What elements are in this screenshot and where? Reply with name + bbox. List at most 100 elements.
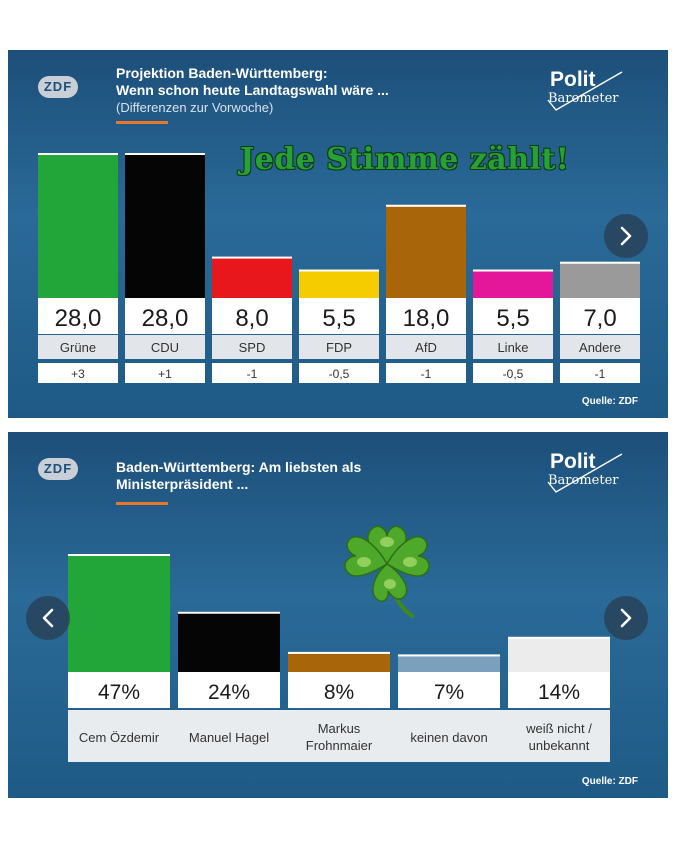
bar-4: [386, 204, 466, 298]
bar-0: [68, 554, 170, 672]
brand-polit: Polit: [550, 68, 596, 91]
minister-president-chart: 47% 24% 8% 7% 14% Cem Özdemir Manuel Hagel Mark…: [68, 554, 610, 762]
value-box-3: [299, 298, 379, 334]
value-box-4: [386, 298, 466, 334]
category-label-1-0: Manuel Hagel: [189, 730, 269, 745]
bar-top-edge-6: [560, 261, 640, 264]
chart-title-line1: Baden-Württemberg: Am liebsten als: [116, 459, 362, 475]
chevron-right-icon: [620, 608, 632, 628]
change-label-0: +3: [71, 367, 85, 381]
category-box-2: [212, 335, 292, 359]
bar-5: [473, 269, 553, 298]
category-box-5: [473, 335, 553, 359]
bar-4: [508, 636, 610, 672]
checkmark-icon: [547, 71, 623, 111]
change-box-2: [212, 363, 292, 383]
category-label-0: Grüne: [60, 340, 96, 355]
value-box-0: [68, 672, 170, 708]
projection-panel: ZDF Projektion Baden-Württemberg: Wenn s…: [8, 50, 668, 418]
bar-top-edge-3: [398, 654, 500, 657]
value-box-4: [508, 672, 610, 708]
next-slide-button[interactable]: [604, 214, 648, 258]
accent-line: [116, 121, 168, 124]
checkmark-icon: [547, 453, 623, 493]
change-label-4: -1: [421, 367, 432, 381]
slogan-overlay: Jede Stimme zählt!: [240, 142, 570, 177]
change-box-3: [299, 363, 379, 383]
bar-top-edge-1: [178, 611, 280, 614]
value-label-3: 7%: [434, 681, 464, 704]
bar-top-edge-4: [386, 204, 466, 207]
bar-1: [178, 611, 280, 672]
category-box-0: [38, 335, 118, 359]
change-box-0: [38, 363, 118, 383]
bar-3: [299, 269, 379, 298]
politbarometer-logo: Polit Barometer: [546, 450, 626, 494]
value-box-5: [473, 298, 553, 334]
party-projection-chart: 28,0 Grüne +3 28,0 CDU +1 8,0 SPD -1 5,5 FDP -0,5 18…: [38, 153, 640, 383]
chevron-left-icon: [42, 608, 54, 628]
value-box-6: [560, 298, 640, 334]
category-box-1: [125, 335, 205, 359]
bar-6: [560, 261, 640, 298]
zdf-logo: ZDF: [38, 76, 78, 98]
value-label-4: 14%: [538, 681, 580, 704]
value-label-2: 8%: [324, 681, 354, 704]
previous-slide-button[interactable]: [26, 596, 70, 640]
value-label-4: 18,0: [403, 305, 450, 332]
value-label-0: 47%: [98, 681, 140, 704]
chart-title-line2: Wenn schon heute Landtagswahl wäre ...: [116, 82, 389, 98]
value-box-1: [125, 298, 205, 334]
bar-top-edge-4: [508, 636, 610, 639]
bar-top-edge-1: [125, 153, 205, 155]
value-box-2: [212, 298, 292, 334]
bar-top-edge-0: [68, 554, 170, 556]
chart-title-line2: Ministerpräsident ...: [116, 476, 249, 492]
value-label-1: 24%: [208, 681, 250, 704]
value-label-6: 7,0: [583, 305, 616, 332]
category-label-0-0: Cem Özdemir: [79, 730, 160, 745]
category-label-2-1: Frohnmaier: [306, 738, 373, 753]
change-label-1: +1: [158, 367, 172, 381]
category-band: [68, 710, 610, 762]
category-label-3-0: keinen davon: [410, 730, 487, 745]
source-label: Quelle: ZDF: [581, 396, 638, 407]
chevron-right-icon: [620, 226, 632, 246]
zdf-logo: ZDF: [38, 458, 78, 480]
category-label-4-0: weiß nicht /: [525, 721, 592, 736]
bar-top-edge-2: [212, 256, 292, 259]
category-box-3: [299, 335, 379, 359]
brand-barometer: Barometer: [548, 91, 619, 106]
change-label-3: -0,5: [329, 367, 350, 381]
four-leaf-clover-icon: [344, 525, 430, 618]
value-label-3: 5,5: [322, 305, 355, 332]
bar-1: [125, 153, 205, 298]
category-label-3: FDP: [326, 340, 352, 355]
change-label-2: -1: [247, 367, 258, 381]
brand-barometer: Barometer: [548, 473, 619, 488]
bar-top-edge-5: [473, 269, 553, 272]
category-label-4-1: unbekannt: [529, 738, 590, 753]
change-label-5: -0,5: [503, 367, 524, 381]
bar-3: [398, 654, 500, 672]
category-label-6: Andere: [579, 340, 621, 355]
category-label-4: AfD: [415, 340, 437, 355]
category-box-4: [386, 335, 466, 359]
change-label-6: -1: [595, 367, 606, 381]
change-box-1: [125, 363, 205, 383]
next-slide-button[interactable]: [604, 596, 648, 640]
value-box-0: [38, 298, 118, 334]
value-box-2: [288, 672, 390, 708]
bar-0: [38, 153, 118, 298]
change-box-4: [386, 363, 466, 383]
category-label-2-0: Markus: [318, 721, 361, 736]
category-label-1: CDU: [151, 340, 179, 355]
value-label-5: 5,5: [496, 305, 529, 332]
value-label-1: 28,0: [142, 305, 189, 332]
brand-polit: Polit: [550, 450, 596, 473]
bar-2: [212, 256, 292, 298]
change-box-6: [560, 363, 640, 383]
value-label-2: 8,0: [235, 305, 268, 332]
category-label-5: Linke: [497, 340, 528, 355]
chart-subtitle: (Differenzen zur Vorwoche): [116, 100, 274, 115]
